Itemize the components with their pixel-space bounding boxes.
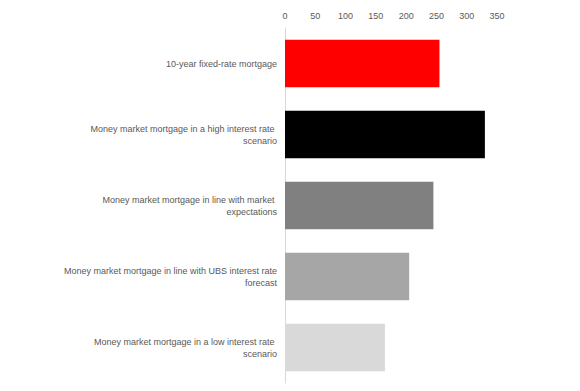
svg-text:Money market mortgage in line: Money market mortgage in line with UBS i… — [64, 266, 277, 276]
svg-text:100: 100 — [338, 11, 353, 21]
svg-text:Money market mortgage in a low: Money market mortgage in a low interest … — [94, 337, 277, 347]
svg-text:Money market mortgage in line: Money market mortgage in line with marke… — [102, 195, 277, 205]
svg-text:350: 350 — [489, 11, 504, 21]
svg-text:50: 50 — [310, 11, 320, 21]
svg-text:forecast: forecast — [242, 278, 277, 288]
svg-text:0: 0 — [282, 11, 287, 21]
svg-text:scenario: scenario — [243, 349, 277, 359]
svg-text:150: 150 — [368, 11, 383, 21]
svg-text:scenario: scenario — [243, 136, 277, 146]
svg-text:expectations: expectations — [226, 207, 277, 217]
svg-text:200: 200 — [399, 11, 414, 21]
svg-text:250: 250 — [429, 11, 444, 21]
svg-text:300: 300 — [459, 11, 474, 21]
svg-text:10-year fixed-rate mortgage: 10-year fixed-rate mortgage — [166, 59, 277, 69]
svg-text:Money market mortgage in a hig: Money market mortgage in a high interest… — [90, 124, 277, 134]
